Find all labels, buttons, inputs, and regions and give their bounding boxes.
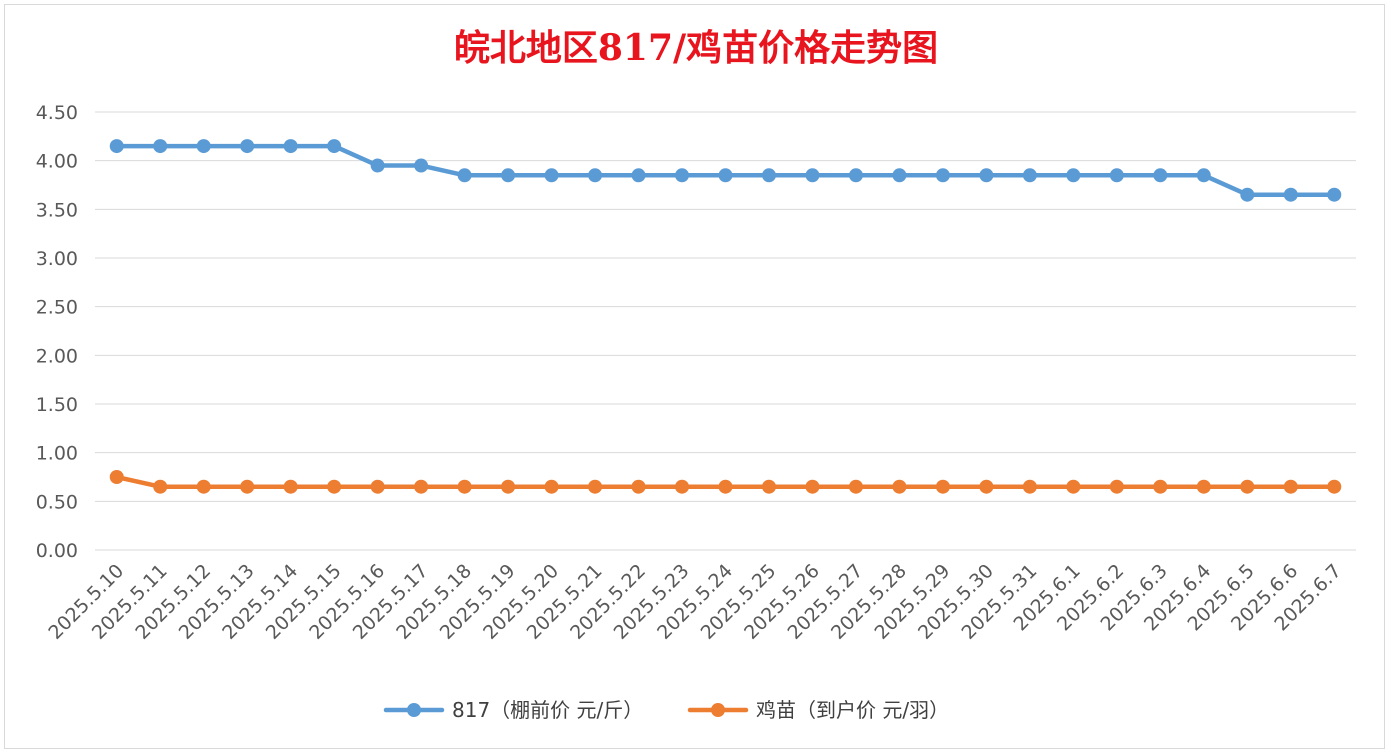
data-point <box>1022 168 1037 183</box>
data-point <box>848 168 863 183</box>
data-point <box>1066 479 1081 494</box>
data-point <box>892 479 907 494</box>
data-point <box>631 168 646 183</box>
data-point <box>327 479 342 494</box>
data-point <box>1240 479 1255 494</box>
data-point <box>370 158 385 173</box>
y-tick-label: 1.00 <box>36 443 78 465</box>
data-point <box>935 479 950 494</box>
data-point <box>283 139 298 154</box>
data-point <box>1283 187 1298 202</box>
data-point <box>196 139 211 154</box>
data-point <box>675 168 690 183</box>
data-point <box>892 168 907 183</box>
data-point <box>805 168 820 183</box>
y-tick-label: 4.00 <box>36 151 78 173</box>
data-point <box>1153 479 1168 494</box>
data-point <box>1022 479 1037 494</box>
data-point <box>1196 479 1211 494</box>
data-point <box>544 479 559 494</box>
data-point <box>761 479 776 494</box>
legend-swatch-marker <box>407 703 421 717</box>
y-tick-label: 2.00 <box>36 345 78 367</box>
data-point <box>1327 479 1342 494</box>
data-point <box>588 168 603 183</box>
x-axis-ticks: 2025.5.102025.5.112025.5.122025.5.132025… <box>44 560 1345 644</box>
y-tick-label: 2.50 <box>36 297 78 319</box>
y-tick-label: 4.50 <box>36 102 78 124</box>
data-point <box>109 470 124 484</box>
gridlines <box>95 111 1356 551</box>
data-point <box>805 479 820 494</box>
data-point <box>1240 187 1255 202</box>
chart-title: 皖北地区817/鸡苗价格走势图 <box>454 27 938 69</box>
data-point <box>370 479 385 494</box>
data-point <box>761 168 776 183</box>
data-point <box>414 479 429 494</box>
chart-frame <box>4 4 1385 749</box>
data-point <box>1327 187 1342 202</box>
data-point <box>327 139 342 154</box>
y-tick-label: 3.50 <box>36 199 78 221</box>
legend-label: 817（棚前价 元/斤） <box>452 698 643 722</box>
data-point <box>414 158 429 173</box>
data-point <box>675 479 690 494</box>
data-point <box>848 479 863 494</box>
y-tick-label: 0.00 <box>36 540 78 562</box>
data-point <box>1196 168 1211 183</box>
data-point <box>979 168 994 183</box>
legend: 817（棚前价 元/斤） 鸡苗（到户价 元/羽） <box>383 698 949 722</box>
data-point <box>457 168 472 183</box>
data-point <box>1109 168 1124 183</box>
y-tick-label: 0.50 <box>36 491 78 513</box>
data-point <box>457 479 472 494</box>
data-point <box>935 168 950 183</box>
data-point <box>718 479 733 494</box>
data-point <box>240 139 255 154</box>
data-point <box>501 479 516 494</box>
data-point <box>631 479 646 494</box>
data-point <box>501 168 516 183</box>
data-point <box>588 479 603 494</box>
data-point <box>1283 479 1298 494</box>
data-point <box>153 479 168 494</box>
data-point <box>1066 168 1081 183</box>
data-point <box>718 168 733 183</box>
y-tick-label: 3.00 <box>36 248 78 270</box>
data-point <box>979 479 994 494</box>
y-tick-label: 1.50 <box>36 394 78 416</box>
data-point <box>240 479 255 494</box>
series-lines <box>114 143 1337 489</box>
data-point <box>1109 479 1124 494</box>
legend-label: 鸡苗（到户价 元/羽） <box>756 698 949 722</box>
data-point <box>109 139 124 154</box>
data-point <box>544 168 559 183</box>
data-point <box>153 139 168 154</box>
data-point <box>1153 168 1168 183</box>
legend-swatch-marker <box>711 703 725 717</box>
series-points <box>109 139 1342 494</box>
data-point <box>283 479 298 494</box>
y-axis-ticks: 0.00 0.50 1.00 1.50 2.00 2.50 3.00 3.50 4.00 4.50 <box>36 102 78 562</box>
data-point <box>196 479 211 494</box>
